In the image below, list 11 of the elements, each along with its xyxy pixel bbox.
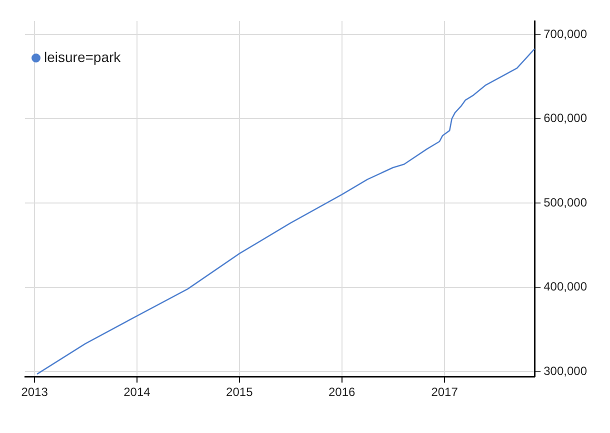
x-tick-label: 2017 <box>431 385 458 400</box>
y-tick-label: 700,000 <box>544 26 588 41</box>
x-tick-label: 2015 <box>226 385 254 400</box>
y-tick-label: 600,000 <box>544 111 588 126</box>
legend-label: leisure=park <box>44 48 122 65</box>
x-tick-label: 2013 <box>21 385 48 400</box>
y-tick-label: 300,000 <box>544 364 588 378</box>
y-tick-label: 500,000 <box>544 195 588 210</box>
x-tick-label: 2016 <box>328 385 356 400</box>
x-tick-label: 2014 <box>124 385 151 400</box>
y-tick-label: 400,000 <box>544 280 588 294</box>
